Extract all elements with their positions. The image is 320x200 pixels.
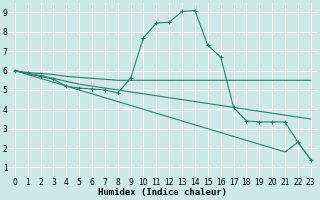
X-axis label: Humidex (Indice chaleur): Humidex (Indice chaleur) [98,188,227,197]
